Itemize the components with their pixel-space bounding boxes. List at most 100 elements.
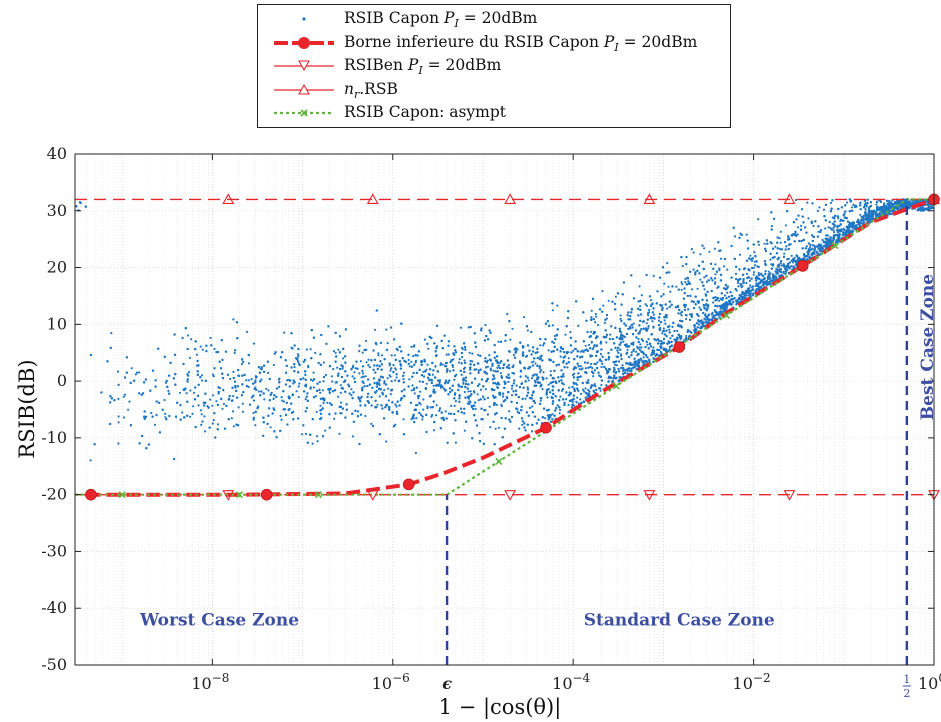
scatter-point bbox=[718, 267, 721, 270]
scatter-point bbox=[774, 245, 777, 248]
plot-area bbox=[75, 154, 934, 665]
scatter-point bbox=[314, 351, 317, 354]
scatter-point bbox=[117, 421, 120, 424]
scatter-point bbox=[319, 391, 322, 394]
scatter-point bbox=[354, 367, 357, 370]
scatter-point bbox=[138, 371, 141, 374]
scatter-point bbox=[297, 395, 300, 399]
scatter-point bbox=[190, 338, 193, 341]
scatter-point bbox=[531, 364, 534, 367]
scatter-point bbox=[415, 417, 418, 420]
scatter-point bbox=[663, 282, 666, 285]
scatter-point bbox=[212, 375, 215, 378]
scatter-point bbox=[714, 263, 717, 266]
scatter-point bbox=[590, 330, 593, 333]
scatter-point bbox=[684, 277, 687, 281]
scatter-point bbox=[675, 285, 678, 288]
scatter-point bbox=[314, 395, 318, 398]
scatter-point bbox=[568, 391, 571, 394]
scatter-point bbox=[587, 343, 591, 346]
scatter-point bbox=[615, 364, 618, 367]
scatter-point bbox=[260, 378, 263, 381]
scatter-point bbox=[497, 340, 500, 343]
scatter-point bbox=[723, 265, 726, 268]
scatter-point bbox=[539, 344, 542, 347]
scatter-point bbox=[350, 388, 353, 391]
scatter-point bbox=[703, 247, 706, 250]
scatter-point bbox=[492, 369, 495, 372]
scatter-point bbox=[150, 411, 153, 415]
scatter-point bbox=[322, 402, 325, 405]
scatter-point bbox=[614, 295, 617, 298]
scatter-point bbox=[116, 370, 120, 373]
scatter-point bbox=[671, 325, 674, 328]
scatter-point bbox=[364, 414, 367, 418]
scatter-point bbox=[324, 373, 327, 377]
scatter-point bbox=[690, 248, 694, 251]
scatter-point bbox=[510, 387, 514, 390]
scatter-point bbox=[818, 206, 821, 209]
scatter-point bbox=[361, 351, 364, 354]
scatter-point bbox=[457, 361, 461, 364]
scatter-point bbox=[566, 366, 569, 369]
scatter-point bbox=[648, 311, 651, 314]
scatter-point bbox=[559, 395, 562, 398]
scatter-point bbox=[410, 389, 413, 392]
scatter-point bbox=[385, 440, 388, 443]
scatter-point bbox=[383, 389, 386, 392]
scatter-point bbox=[339, 391, 342, 394]
scatter-point bbox=[470, 404, 473, 407]
scatter-point bbox=[567, 357, 570, 360]
scatter-point bbox=[713, 282, 717, 285]
scatter-point bbox=[295, 390, 298, 393]
scatter-point bbox=[459, 326, 462, 329]
scatter-point bbox=[584, 367, 588, 370]
scatter-point bbox=[425, 368, 428, 371]
scatter-point bbox=[703, 276, 706, 279]
scatter-point bbox=[661, 332, 664, 335]
scatter-point bbox=[203, 415, 206, 418]
scatter-point bbox=[700, 320, 703, 323]
scatter-point bbox=[217, 392, 220, 395]
scatter-point bbox=[273, 352, 276, 355]
scatter-point bbox=[795, 218, 798, 221]
scatter-point bbox=[189, 415, 192, 418]
scatter-point bbox=[340, 412, 343, 415]
scatter-point bbox=[745, 272, 749, 275]
scatter-point bbox=[718, 299, 721, 302]
scatter-point bbox=[800, 208, 804, 211]
scatter-point bbox=[656, 338, 660, 341]
scatter-point bbox=[753, 251, 756, 254]
scatter-point bbox=[250, 378, 253, 381]
scatter-point bbox=[738, 253, 742, 256]
scatter-point bbox=[489, 426, 492, 429]
scatter-point bbox=[187, 371, 191, 374]
scatter-point bbox=[635, 350, 638, 353]
scatter-point bbox=[280, 418, 283, 421]
scatter-point bbox=[704, 321, 707, 324]
scatter-point bbox=[203, 430, 207, 433]
scatter-point bbox=[373, 328, 377, 331]
scatter-point bbox=[526, 386, 529, 389]
scatter-point bbox=[413, 392, 416, 395]
scatter-point bbox=[410, 360, 413, 363]
scatter-point bbox=[553, 334, 557, 338]
scatter-point bbox=[605, 317, 609, 320]
scatter-point bbox=[468, 351, 471, 354]
scatter-point bbox=[213, 347, 216, 351]
scatter-point bbox=[546, 414, 549, 417]
scatter-point bbox=[637, 300, 640, 303]
scatter-point bbox=[311, 442, 314, 445]
scatter-point bbox=[388, 364, 391, 367]
scatter-point bbox=[164, 412, 167, 415]
scatter-point bbox=[642, 359, 646, 362]
scatter-point bbox=[376, 403, 379, 406]
scatter-point bbox=[807, 242, 810, 245]
scatter-point bbox=[684, 281, 687, 284]
scatter-point bbox=[399, 399, 402, 402]
scatter-point bbox=[593, 362, 596, 365]
scatter-point bbox=[332, 350, 335, 353]
scatter-point bbox=[787, 235, 790, 238]
scatter-point bbox=[305, 348, 308, 351]
scatter-point bbox=[444, 410, 447, 413]
